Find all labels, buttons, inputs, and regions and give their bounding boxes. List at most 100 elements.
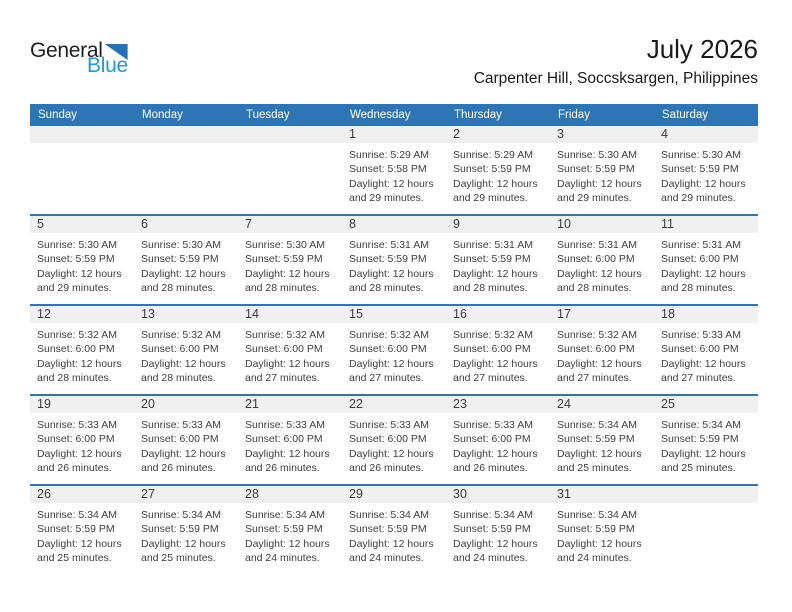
date-label: 10 [550,216,654,233]
sunset-text: Sunset: 5:59 PM [557,523,635,536]
day-details: Sunrise: 5:34 AM Sunset: 5:59 PM Daylight:… [238,503,342,566]
sunrise-text: Sunrise: 5:29 AM [349,149,429,161]
day-details: Sunrise: 5:32 AM Sunset: 6:00 PM Daylight:… [446,323,550,386]
day-details: Sunrise: 5:30 AM Sunset: 5:59 PM Daylight:… [30,233,134,296]
date-label: 31 [550,486,654,503]
week-row-2: 5 Sunrise: 5:30 AM Sunset: 5:59 PM Daylight… [30,214,758,304]
sunrise-text: Sunrise: 5:32 AM [37,329,117,341]
day-details: Sunrise: 5:31 AM Sunset: 6:00 PM Daylight:… [550,233,654,296]
daylight-text: Daylight: 12 hours and 29 minutes. [37,267,122,295]
day-cell: 22 Sunrise: 5:33 AM Sunset: 6:00 PM Dayligh… [342,396,446,484]
day-details: Sunrise: 5:32 AM Sunset: 6:00 PM Daylight:… [134,323,238,386]
day-details: Sunrise: 5:32 AM Sunset: 6:00 PM Daylight:… [342,323,446,386]
sunset-text: Sunset: 5:59 PM [141,253,219,266]
sunrise-text: Sunrise: 5:32 AM [349,329,429,341]
sunset-text: Sunset: 5:59 PM [661,163,739,176]
sunset-text: Sunset: 6:00 PM [557,253,635,266]
day-cell: 23 Sunrise: 5:33 AM Sunset: 6:00 PM Dayligh… [446,396,550,484]
sunset-text: Sunset: 5:59 PM [453,253,531,266]
weeks-container: 1 Sunrise: 5:29 AM Sunset: 5:58 PM Daylight… [30,126,758,574]
date-label [134,126,238,143]
day-details: Sunrise: 5:30 AM Sunset: 5:59 PM Daylight:… [238,233,342,296]
sunset-text: Sunset: 6:00 PM [245,433,323,446]
day-cell: 7 Sunrise: 5:30 AM Sunset: 5:59 PM Daylight… [238,216,342,304]
daylight-text: Daylight: 12 hours and 27 minutes. [349,357,434,385]
sunset-text: Sunset: 5:59 PM [453,163,531,176]
date-label: 7 [238,216,342,233]
weekday-tuesday: Tuesday [246,109,290,121]
date-label [654,486,758,503]
day-cell: 25 Sunrise: 5:34 AM Sunset: 5:59 PM Dayligh… [654,396,758,484]
day-cell: 4 Sunrise: 5:30 AM Sunset: 5:59 PM Daylight… [654,126,758,214]
daylight-text: Daylight: 12 hours and 26 minutes. [37,447,122,475]
sunrise-text: Sunrise: 5:31 AM [349,239,429,251]
day-details: Sunrise: 5:31 AM Sunset: 5:59 PM Daylight:… [446,233,550,296]
sunrise-text: Sunrise: 5:34 AM [557,509,637,521]
logo-row: General [30,40,128,62]
date-label: 3 [550,126,654,143]
weekday-saturday: Saturday [662,109,709,121]
day-cell: 26 Sunrise: 5:34 AM Sunset: 5:59 PM Dayligh… [30,486,134,574]
date-label: 16 [446,306,550,323]
daylight-text: Daylight: 12 hours and 26 minutes. [141,447,226,475]
sunset-text: Sunset: 6:00 PM [37,343,115,356]
date-label: 21 [238,396,342,413]
day-details: Sunrise: 5:32 AM Sunset: 6:00 PM Daylight:… [30,323,134,386]
sunrise-text: Sunrise: 5:29 AM [453,149,533,161]
daylight-text: Daylight: 12 hours and 24 minutes. [245,537,330,565]
daylight-text: Daylight: 12 hours and 24 minutes. [453,537,538,565]
sunrise-text: Sunrise: 5:33 AM [661,329,741,341]
sunrise-text: Sunrise: 5:30 AM [661,149,741,161]
day-details: Sunrise: 5:33 AM Sunset: 6:00 PM Daylight:… [238,413,342,476]
daylight-text: Daylight: 12 hours and 28 minutes. [349,267,434,295]
date-label: 25 [654,396,758,413]
day-details: Sunrise: 5:34 AM Sunset: 5:59 PM Daylight:… [446,503,550,566]
day-cell: 28 Sunrise: 5:34 AM Sunset: 5:59 PM Dayligh… [238,486,342,574]
day-details: Sunrise: 5:34 AM Sunset: 5:59 PM Daylight:… [30,503,134,566]
sunset-text: Sunset: 6:00 PM [37,433,115,446]
daylight-text: Daylight: 12 hours and 25 minutes. [37,537,122,565]
day-details: Sunrise: 5:34 AM Sunset: 5:59 PM Daylight:… [342,503,446,566]
daylight-text: Daylight: 12 hours and 27 minutes. [661,357,746,385]
sunrise-text: Sunrise: 5:34 AM [37,509,117,521]
calendar-table: Sunday Monday Tuesday Wednesday Thursday Frid… [30,104,758,574]
day-details: Sunrise: 5:30 AM Sunset: 5:59 PM Daylight:… [654,143,758,206]
sunrise-text: Sunrise: 5:30 AM [557,149,637,161]
day-cell: 21 Sunrise: 5:33 AM Sunset: 6:00 PM Dayligh… [238,396,342,484]
weekday-sunday: Sunday [38,109,78,121]
daylight-text: Daylight: 12 hours and 28 minutes. [141,267,226,295]
date-label: 20 [134,396,238,413]
date-label: 9 [446,216,550,233]
day-cell: 11 Sunrise: 5:31 AM Sunset: 6:00 PM Dayligh… [654,216,758,304]
week-row-1: 1 Sunrise: 5:29 AM Sunset: 5:58 PM Daylight… [30,126,758,214]
page-title: July 2026 [646,34,758,64]
sunset-text: Sunset: 6:00 PM [453,343,531,356]
day-cell-empty [238,126,342,214]
daylight-text: Daylight: 12 hours and 28 minutes. [141,357,226,385]
date-label: 2 [446,126,550,143]
date-label: 19 [30,396,134,413]
daylight-text: Daylight: 12 hours and 24 minutes. [557,537,642,565]
day-cell: 17 Sunrise: 5:32 AM Sunset: 6:00 PM Dayligh… [550,306,654,394]
day-details: Sunrise: 5:30 AM Sunset: 5:59 PM Daylight:… [550,143,654,206]
daylight-text: Daylight: 12 hours and 27 minutes. [245,357,330,385]
date-label: 24 [550,396,654,413]
daylight-text: Daylight: 12 hours and 28 minutes. [453,267,538,295]
sunset-text: Sunset: 5:58 PM [349,163,427,176]
sunrise-text: Sunrise: 5:30 AM [37,239,117,251]
sunrise-text: Sunrise: 5:32 AM [245,329,325,341]
sunset-text: Sunset: 5:59 PM [141,523,219,536]
sunset-text: Sunset: 6:00 PM [141,343,219,356]
daylight-text: Daylight: 12 hours and 29 minutes. [453,177,538,205]
date-label: 5 [30,216,134,233]
sunset-text: Sunset: 5:59 PM [349,523,427,536]
day-cell: 2 Sunrise: 5:29 AM Sunset: 5:59 PM Daylight… [446,126,550,214]
week-row-4: 19 Sunrise: 5:33 AM Sunset: 6:00 PM Dayligh… [30,394,758,484]
day-details: Sunrise: 5:30 AM Sunset: 5:59 PM Daylight:… [134,233,238,296]
day-cell: 14 Sunrise: 5:32 AM Sunset: 6:00 PM Dayligh… [238,306,342,394]
sunrise-text: Sunrise: 5:30 AM [245,239,325,251]
date-label: 12 [30,306,134,323]
day-cell: 27 Sunrise: 5:34 AM Sunset: 5:59 PM Dayligh… [134,486,238,574]
week-row-5: 26 Sunrise: 5:34 AM Sunset: 5:59 PM Dayligh… [30,484,758,574]
day-details: Sunrise: 5:31 AM Sunset: 6:00 PM Daylight:… [654,233,758,296]
